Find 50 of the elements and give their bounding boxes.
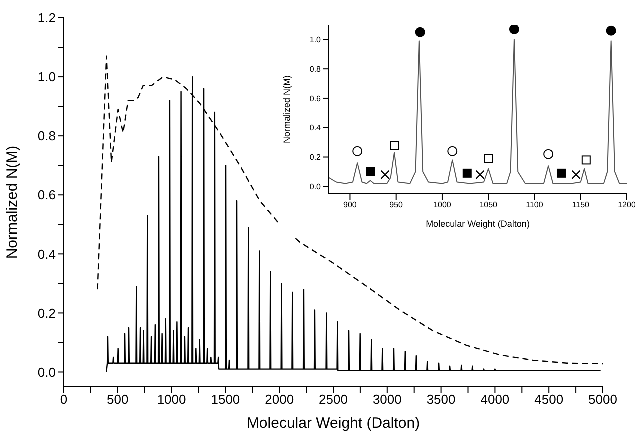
x-tick-label: 3000	[372, 392, 402, 408]
y-axis-title: Normalized N(M)	[4, 146, 21, 260]
point	[582, 156, 591, 165]
y-tick-label: 0.2	[38, 306, 56, 321]
x-tick-label: 4000	[480, 392, 510, 408]
point	[448, 146, 458, 156]
x-tick-label: 1050	[480, 200, 498, 210]
x-tick-label: 950	[390, 200, 404, 210]
y-tick-label: 0.8	[38, 128, 56, 144]
y-tick-label: 1.2	[38, 10, 56, 26]
x-tick-label: 2500	[319, 392, 348, 408]
y-tick-label: 0.6	[38, 188, 56, 203]
x-tick-label: 5000	[588, 392, 618, 408]
x-tick-label: 0	[60, 392, 68, 408]
x-tick-label: 1000	[434, 200, 452, 210]
x-tick-label: 1000	[157, 392, 186, 408]
x-tick-label: 1100	[526, 200, 544, 210]
point	[484, 154, 494, 164]
y-tick-label: 0.2	[310, 153, 322, 162]
y-tick-label: 0.0	[38, 364, 56, 380]
y-axis-title: Normalized N(M)	[282, 75, 292, 144]
point	[572, 170, 581, 180]
point	[544, 149, 554, 160]
y-tick-label: 0.4	[38, 246, 56, 262]
point	[556, 168, 566, 178]
x-axis-title: Molecular Weight (Dalton)	[426, 219, 530, 229]
x-tick-label: 3500	[426, 392, 456, 408]
x-tick-label: 2000	[265, 392, 294, 408]
x-tick-label: 1150	[572, 200, 590, 210]
point	[476, 170, 485, 180]
point	[606, 26, 616, 36]
x-axis-title: Molecular Weight (Dalton)	[246, 415, 420, 432]
point	[509, 25, 520, 34]
point	[462, 168, 472, 178]
point	[380, 170, 390, 180]
line-series	[329, 39, 627, 184]
y-tick-label: 0.4	[310, 124, 322, 133]
y-tick-label: 0.8	[310, 64, 322, 74]
point	[366, 167, 376, 176]
y-tick-label: 1.0	[310, 36, 322, 45]
x-tick-label: 500	[107, 392, 129, 408]
x-tick-label: 1500	[211, 392, 240, 408]
y-tick-label: 0.6	[310, 94, 322, 104]
y-tick-label: 1.0	[38, 70, 56, 85]
point	[390, 141, 400, 150]
y-tick-label: 0.0	[310, 182, 322, 192]
point	[415, 27, 426, 38]
point	[352, 146, 363, 156]
x-tick-label: 4500	[534, 392, 564, 408]
x-tick-label: 900	[344, 200, 358, 210]
